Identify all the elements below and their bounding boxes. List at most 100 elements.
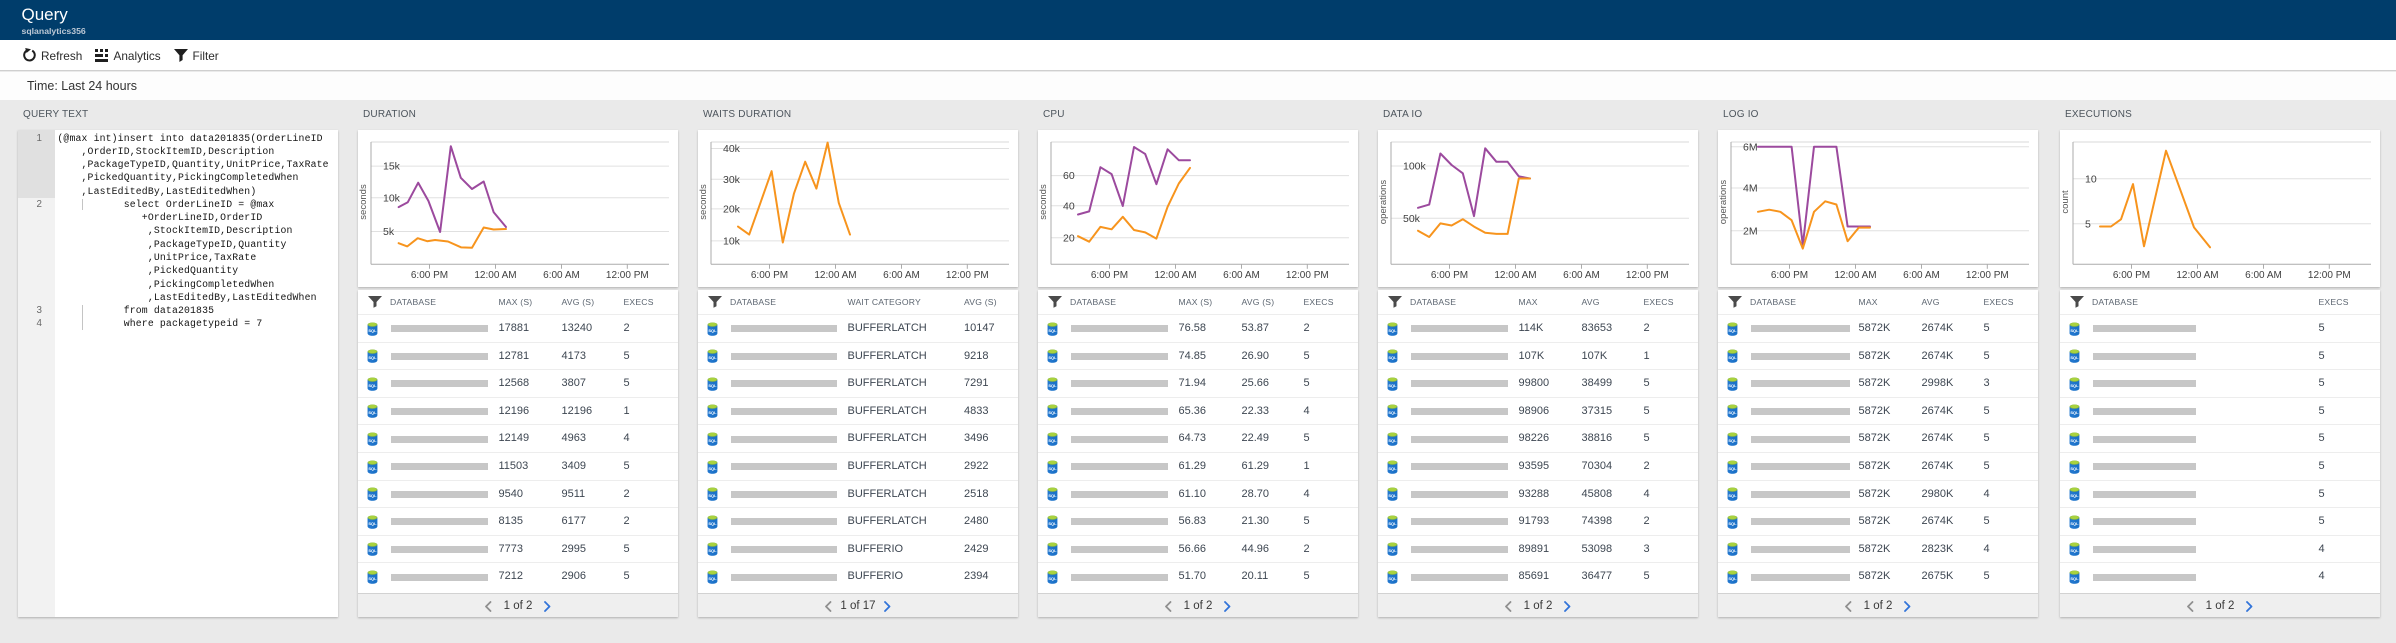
svg-text:SQL: SQL xyxy=(1388,576,1397,581)
svg-text:6M: 6M xyxy=(1743,141,1758,153)
svg-text:count: count xyxy=(2060,190,2071,214)
svg-text:operations: operations xyxy=(1378,180,1389,225)
svg-text:SQL: SQL xyxy=(2070,576,2079,581)
svg-text:SQL: SQL xyxy=(2070,466,2079,471)
svg-text:12:00 AM: 12:00 AM xyxy=(1154,270,1196,281)
svg-text:SQL: SQL xyxy=(2070,328,2079,333)
svg-text:SQL: SQL xyxy=(368,328,377,333)
svg-text:6:00 AM: 6:00 AM xyxy=(1563,270,1600,281)
svg-text:SQL: SQL xyxy=(708,438,717,443)
svg-text:100k: 100k xyxy=(1403,161,1427,173)
svg-text:SQL: SQL xyxy=(1388,410,1397,415)
svg-text:12:00 PM: 12:00 PM xyxy=(1286,270,1329,281)
svg-text:SQL: SQL xyxy=(1728,466,1737,471)
svg-text:SQL: SQL xyxy=(1388,548,1397,553)
svg-text:seconds: seconds xyxy=(358,184,369,220)
svg-text:12:00 AM: 12:00 AM xyxy=(474,270,516,281)
svg-text:4M: 4M xyxy=(1743,183,1758,195)
svg-text:6:00 AM: 6:00 AM xyxy=(543,270,580,281)
svg-text:10k: 10k xyxy=(723,236,741,248)
svg-text:SQL: SQL xyxy=(1728,355,1737,360)
svg-text:5: 5 xyxy=(2085,218,2091,230)
svg-text:SQL: SQL xyxy=(1728,438,1737,443)
svg-text:SQL: SQL xyxy=(1048,355,1057,360)
svg-text:12:00 AM: 12:00 AM xyxy=(1494,270,1536,281)
svg-text:SQL: SQL xyxy=(708,576,717,581)
svg-text:SQL: SQL xyxy=(708,521,717,526)
svg-text:SQL: SQL xyxy=(708,355,717,360)
svg-text:SQL: SQL xyxy=(1048,576,1057,581)
svg-text:SQL: SQL xyxy=(368,466,377,471)
svg-text:50k: 50k xyxy=(1403,213,1421,225)
svg-text:40: 40 xyxy=(1063,200,1075,212)
svg-text:SQL: SQL xyxy=(1048,410,1057,415)
svg-text:SQL: SQL xyxy=(708,383,717,388)
svg-text:SQL: SQL xyxy=(1048,383,1057,388)
svg-text:SQL: SQL xyxy=(708,328,717,333)
svg-text:15k: 15k xyxy=(383,161,401,173)
svg-text:SQL: SQL xyxy=(368,576,377,581)
svg-text:30k: 30k xyxy=(723,174,741,186)
svg-text:SQL: SQL xyxy=(2070,521,2079,526)
svg-text:SQL: SQL xyxy=(368,548,377,553)
svg-text:12:00 PM: 12:00 PM xyxy=(1626,270,1669,281)
svg-text:SQL: SQL xyxy=(368,438,377,443)
svg-text:SQL: SQL xyxy=(708,466,717,471)
svg-text:SQL: SQL xyxy=(2070,493,2079,498)
svg-text:SQL: SQL xyxy=(1728,521,1737,526)
svg-text:SQL: SQL xyxy=(368,410,377,415)
svg-text:seconds: seconds xyxy=(698,184,709,220)
svg-text:SQL: SQL xyxy=(1388,328,1397,333)
svg-text:SQL: SQL xyxy=(1728,493,1737,498)
svg-text:6:00 AM: 6:00 AM xyxy=(1903,270,1940,281)
svg-text:SQL: SQL xyxy=(368,493,377,498)
svg-text:6:00 AM: 6:00 AM xyxy=(2245,270,2282,281)
svg-text:6:00 PM: 6:00 PM xyxy=(1771,270,1808,281)
svg-text:SQL: SQL xyxy=(1728,576,1737,581)
svg-text:12:00 PM: 12:00 PM xyxy=(606,270,649,281)
svg-text:SQL: SQL xyxy=(1048,328,1057,333)
svg-text:6:00 PM: 6:00 PM xyxy=(411,270,448,281)
svg-text:SQL: SQL xyxy=(1388,521,1397,526)
svg-text:6:00 PM: 6:00 PM xyxy=(751,270,788,281)
svg-text:SQL: SQL xyxy=(368,383,377,388)
svg-text:SQL: SQL xyxy=(1388,438,1397,443)
svg-text:5k: 5k xyxy=(383,226,395,238)
svg-text:2M: 2M xyxy=(1743,225,1758,237)
svg-text:6:00 AM: 6:00 AM xyxy=(883,270,920,281)
svg-text:12:00 PM: 12:00 PM xyxy=(946,270,989,281)
svg-text:SQL: SQL xyxy=(1388,493,1397,498)
svg-text:seconds: seconds xyxy=(1038,184,1049,220)
svg-text:12:00 AM: 12:00 AM xyxy=(814,270,856,281)
svg-text:12:00 PM: 12:00 PM xyxy=(2308,270,2351,281)
svg-text:SQL: SQL xyxy=(1728,548,1737,553)
svg-text:SQL: SQL xyxy=(1728,383,1737,388)
svg-text:SQL: SQL xyxy=(1728,410,1737,415)
svg-text:SQL: SQL xyxy=(1388,383,1397,388)
svg-text:12:00 AM: 12:00 AM xyxy=(2176,270,2218,281)
svg-text:SQL: SQL xyxy=(1048,548,1057,553)
svg-text:SQL: SQL xyxy=(1728,328,1737,333)
svg-text:6:00 PM: 6:00 PM xyxy=(1091,270,1128,281)
svg-text:SQL: SQL xyxy=(708,410,717,415)
svg-text:SQL: SQL xyxy=(708,548,717,553)
svg-text:SQL: SQL xyxy=(1048,466,1057,471)
svg-text:6:00 PM: 6:00 PM xyxy=(2113,270,2150,281)
svg-text:SQL: SQL xyxy=(1388,466,1397,471)
svg-text:SQL: SQL xyxy=(1048,521,1057,526)
svg-text:60: 60 xyxy=(1063,170,1075,182)
svg-text:SQL: SQL xyxy=(368,355,377,360)
svg-text:10: 10 xyxy=(2085,173,2097,185)
svg-text:SQL: SQL xyxy=(1048,493,1057,498)
svg-text:operations: operations xyxy=(1718,180,1729,225)
svg-text:40k: 40k xyxy=(723,143,741,155)
svg-text:10k: 10k xyxy=(383,192,401,204)
svg-text:20k: 20k xyxy=(723,204,741,216)
svg-text:SQL: SQL xyxy=(2070,383,2079,388)
svg-text:SQL: SQL xyxy=(1048,438,1057,443)
svg-text:20: 20 xyxy=(1063,232,1075,244)
svg-text:SQL: SQL xyxy=(368,521,377,526)
svg-text:SQL: SQL xyxy=(1388,355,1397,360)
svg-text:6:00 PM: 6:00 PM xyxy=(1431,270,1468,281)
svg-text:SQL: SQL xyxy=(2070,410,2079,415)
